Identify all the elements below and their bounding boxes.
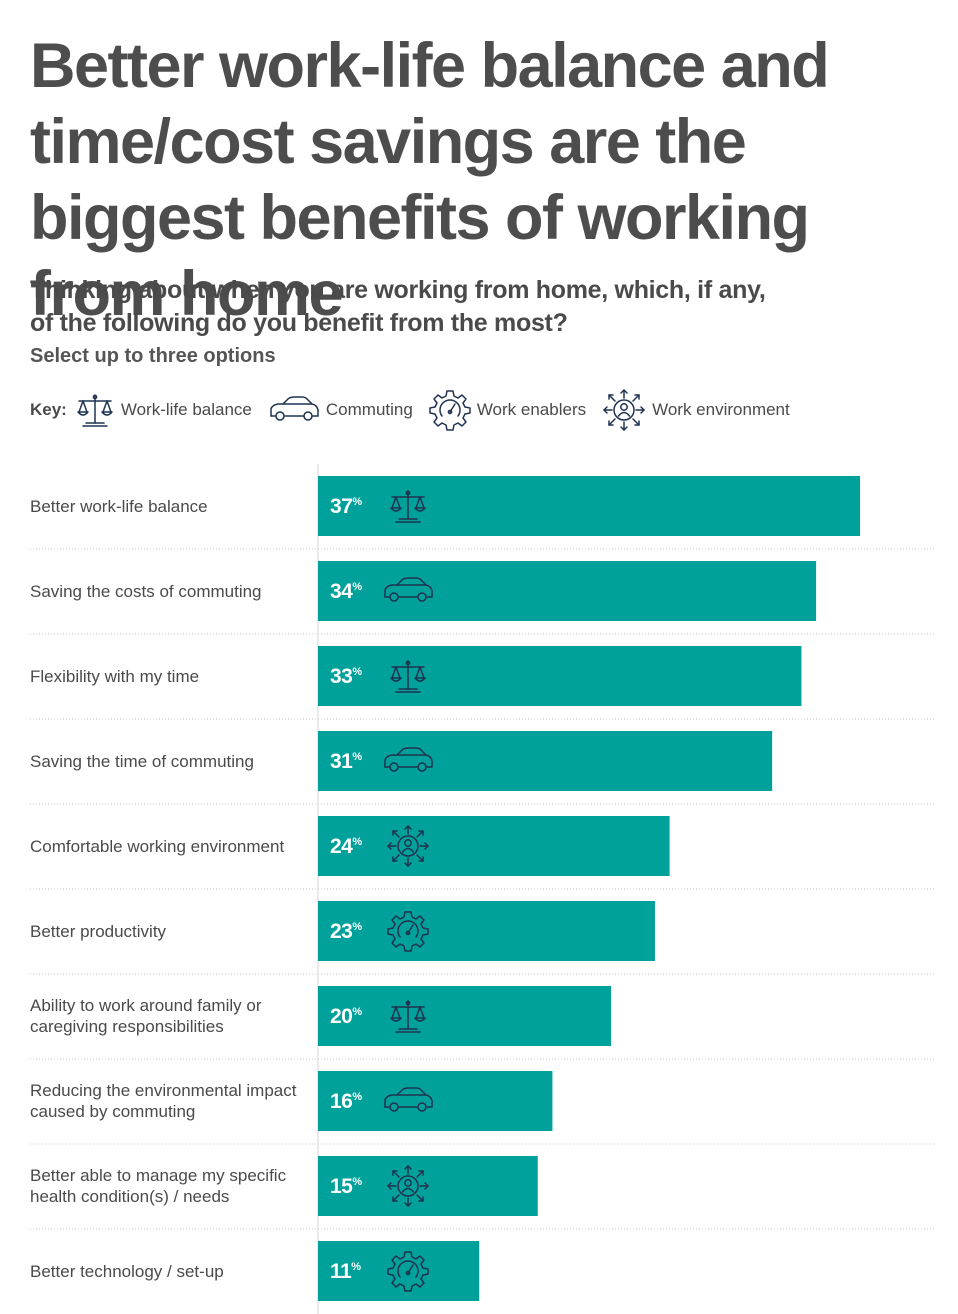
bar-value-label: 20% [330,1005,362,1028]
bar-value-label: 16% [330,1090,362,1113]
category-label: Comfortable working environment [30,836,285,856]
bar [318,646,802,706]
legend-item-work-enablers: Work enablers [427,387,586,433]
gear-gauge-icon [429,390,471,431]
person-arrows-icon [603,389,645,431]
bar-value-label: 33% [330,665,362,688]
legend-item-work-life-balance: Work-life balance [73,388,252,432]
bar-value-label: 34% [330,580,362,603]
bar-chart: 37% 34% 33% 31% 24% 23% 20% 16% 15% 11% [30,464,934,1314]
category-label: Saving the time of commuting [30,751,254,771]
bar [318,816,670,876]
bar-value-label: 15% [330,1175,362,1198]
bar [318,901,655,961]
legend-item-label: Work-life balance [120,400,252,419]
bar-row: 31% [30,731,934,805]
category-label: Better productivity [30,921,167,941]
car-icon [270,396,319,421]
bar-row: 37% [30,476,934,550]
bar [318,731,773,791]
bar-row: 11% [318,1241,480,1301]
survey-question: Thinking about when you are working from… [30,276,766,337]
bar-value-label: 11% [330,1260,361,1283]
legend-label: Key: [30,400,67,419]
survey-instruction: Select up to three options [30,345,276,367]
scales-icon [77,394,113,427]
bar-value-label: 37% [330,495,362,518]
bar-row: 24% [30,816,934,890]
bar-value-label: 23% [330,920,362,943]
bar-row: 15% [30,1156,934,1230]
category-label: Saving the costs of commuting [30,581,262,601]
legend-item-label: Work environment [652,400,790,419]
bar-value-label: 24% [330,835,362,858]
bar-row: 20% [30,986,934,1060]
person-arrows-icon [387,825,429,867]
bar-row: 23% [30,901,934,975]
bar [318,986,611,1046]
legend-item-label: Work enablers [476,400,587,419]
bar [318,561,817,621]
bar-row: 33% [30,646,934,720]
bar-value-label: 31% [330,750,362,773]
bar-row: 16% [30,1071,934,1145]
category-label: Flexibility with my time [30,666,200,686]
person-arrows-icon [387,1165,429,1207]
bar [318,1071,553,1131]
legend-item-work-environment: Work environment [600,386,790,434]
legend: Key: Work-life balance Commuting Work en… [30,388,804,432]
category-label: Better able to manage my specific health… [30,1166,287,1206]
category-label: Better work-life balance [30,496,208,516]
legend-item-label: Commuting [325,400,413,419]
category-label: Ability to work around family or caregiv… [30,996,262,1036]
page-title: Better work-life balance and time/cost s… [30,31,830,329]
category-label: Reducing the environmental impact caused… [30,1081,297,1121]
category-label: Better technology / set-up [30,1261,224,1281]
legend-item-commuting: Commuting [266,388,413,432]
bar-row: 34% [30,561,934,635]
